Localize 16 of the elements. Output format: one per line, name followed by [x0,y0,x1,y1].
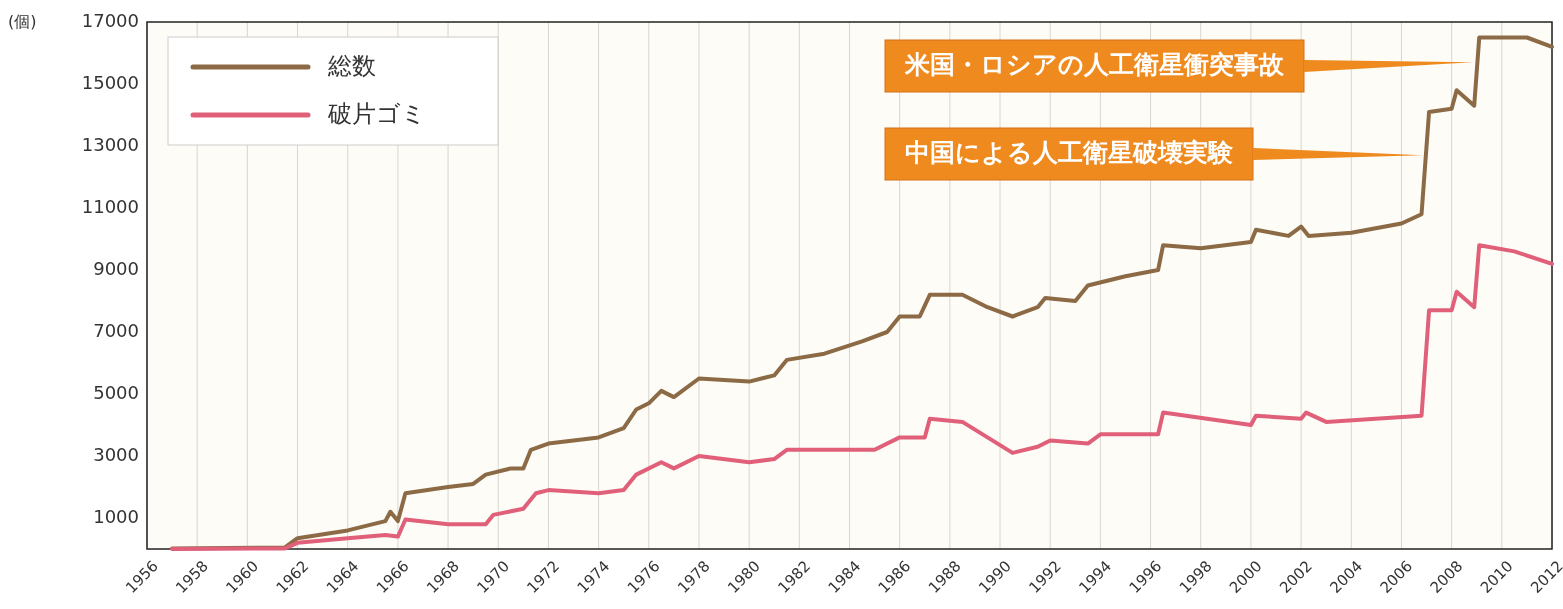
y-tick-label: 17000 [81,10,139,31]
annotation: 米国・ロシアの人工衛星衝突事故 [904,50,1285,79]
y-tick-label: 7000 [93,320,139,341]
y-axis-title: (個) [8,11,37,31]
y-tick-label: 15000 [81,72,139,93]
annotation: 中国による人工衛星破壊実験 [905,138,1233,167]
y-tick-label: 13000 [81,134,139,155]
legend-label: 破片ゴミ [327,100,426,128]
line-series [170,243,1554,551]
line-series [170,35,1554,551]
y-tick-label: 9000 [93,258,139,279]
y-tick-label: 1000 [93,506,139,527]
legend-label: 総数 [327,52,376,80]
y-tick-label: 3000 [93,444,139,465]
y-tick-label: 11000 [81,196,139,217]
y-tick-label: 5000 [93,382,139,403]
